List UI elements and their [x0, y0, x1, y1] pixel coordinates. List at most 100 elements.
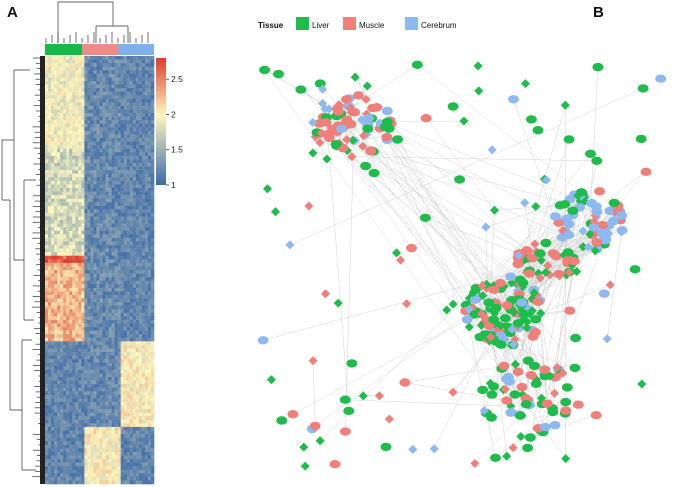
heatmap-cell	[78, 337, 82, 342]
heatmap-cell	[66, 209, 70, 214]
heatmap-cell	[108, 120, 112, 125]
heatmap-cell	[123, 291, 128, 296]
heatmap-cell	[72, 127, 76, 132]
heatmap-cell	[78, 70, 82, 75]
heatmap-cell	[117, 277, 121, 281]
heatmap-cell	[138, 63, 143, 67]
heatmap-cell	[84, 455, 88, 460]
heatmap-cell	[150, 166, 155, 171]
heatmap-cell	[135, 462, 140, 467]
heatmap-cell	[102, 387, 106, 392]
heatmap-cell	[117, 412, 121, 417]
heatmap-cell	[84, 459, 88, 463]
heatmap-cell	[54, 287, 58, 292]
heatmap-cell	[150, 359, 155, 364]
heatmap-cell	[93, 391, 97, 396]
heatmap-cell	[54, 273, 58, 278]
heatmap-cell	[75, 198, 79, 203]
heatmap-cell	[72, 294, 76, 299]
heatmap-cell	[63, 145, 67, 150]
heatmap-cell	[111, 95, 115, 100]
heatmap-cell	[78, 80, 82, 85]
heatmap-cell	[111, 70, 115, 75]
heatmap-cell	[84, 105, 88, 110]
heatmap-cell	[102, 451, 106, 456]
heatmap-cell	[138, 359, 143, 364]
heatmap-cell	[123, 412, 128, 417]
heatmap-cell	[69, 180, 73, 185]
heatmap-cell	[123, 366, 128, 371]
heatmap-cell	[90, 369, 94, 374]
heatmap-cell	[111, 270, 115, 274]
heatmap-cell	[87, 352, 91, 356]
heatmap-cell	[54, 302, 58, 306]
heatmap-cell	[54, 148, 58, 153]
heatmap-cell	[150, 377, 155, 381]
heatmap-cell	[105, 216, 109, 221]
heatmap-cell	[63, 138, 67, 142]
heatmap-cell	[108, 205, 112, 210]
heatmap-cell	[78, 280, 82, 285]
heatmap-cell	[117, 212, 121, 217]
heatmap-cell	[138, 455, 143, 460]
heatmap-cell	[45, 462, 49, 467]
heatmap-cell	[81, 366, 85, 371]
heatmap-cell	[84, 291, 88, 296]
heatmap-cell	[54, 291, 58, 296]
heatmap-cell	[114, 473, 118, 478]
heatmap-cell	[105, 191, 109, 196]
network-edge	[264, 69, 494, 387]
heatmap-cell	[72, 348, 76, 353]
network-node	[616, 226, 628, 235]
heatmap-cell	[87, 245, 91, 249]
heatmap-cell	[123, 255, 128, 260]
heatmap-cell	[69, 273, 73, 278]
heatmap-cell	[66, 448, 70, 453]
heatmap-cell	[150, 138, 155, 142]
heatmap-cell	[45, 448, 49, 453]
heatmap-cell	[66, 123, 70, 128]
heatmap-cell	[120, 170, 125, 174]
heatmap-cell	[126, 298, 131, 303]
heatmap-cell	[117, 384, 121, 388]
heatmap-cell	[93, 394, 97, 399]
heatmap-cell	[93, 84, 97, 89]
heatmap-cell	[54, 437, 58, 442]
heatmap-cell	[90, 316, 94, 321]
heatmap-cell	[99, 120, 103, 125]
heatmap-cell	[63, 223, 67, 228]
heatmap-cell	[72, 113, 76, 117]
heatmap-cell	[147, 66, 152, 71]
heatmap-cell	[126, 105, 131, 110]
heatmap-cell	[75, 323, 79, 328]
heatmap-cell	[57, 455, 61, 460]
heatmap-cell	[69, 459, 73, 463]
heatmap-cell	[72, 387, 76, 392]
heatmap-cell	[102, 366, 106, 371]
heatmap-cell	[57, 291, 61, 296]
heatmap-cell	[51, 316, 55, 321]
heatmap-cell	[54, 223, 58, 228]
heatmap-cell	[129, 366, 134, 371]
heatmap-cell	[96, 448, 100, 453]
heatmap-cell	[123, 394, 128, 399]
heatmap-cell	[108, 230, 112, 235]
heatmap-cell	[144, 419, 149, 424]
heatmap-cell	[99, 462, 103, 467]
heatmap-cell	[60, 230, 64, 235]
heatmap-cell	[57, 159, 61, 164]
heatmap-cell	[129, 248, 134, 253]
heatmap-cell	[78, 56, 82, 60]
heatmap-cell	[96, 444, 100, 449]
heatmap-cell	[132, 312, 137, 317]
heatmap-cell	[120, 323, 125, 328]
heatmap-cell	[114, 316, 118, 321]
heatmap-cell	[75, 312, 79, 317]
heatmap-cell	[144, 476, 149, 481]
heatmap-cell	[72, 195, 76, 199]
heatmap-cell	[105, 145, 109, 150]
heatmap-cell	[84, 91, 88, 96]
heatmap-cell	[84, 63, 88, 67]
heatmap-cell	[57, 198, 61, 203]
heatmap-cell	[111, 245, 115, 249]
